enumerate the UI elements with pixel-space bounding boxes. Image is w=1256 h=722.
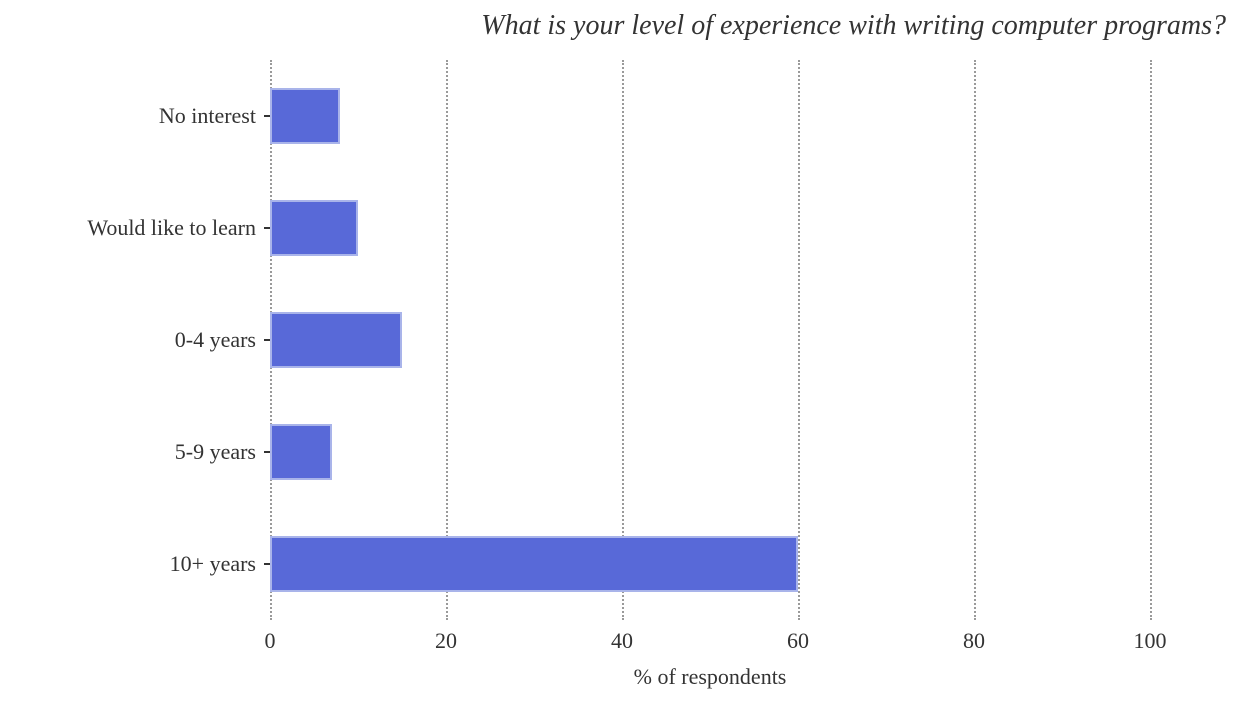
x-axis-title: % of respondents — [634, 664, 787, 690]
y-tick-mark — [264, 115, 270, 117]
bar — [270, 88, 340, 144]
chart-container: What is your level of experience with wr… — [0, 0, 1256, 722]
chart-plot-area: % of respondents 020406080100No interest… — [270, 60, 1150, 620]
y-tick-mark — [264, 339, 270, 341]
y-category-label: 5-9 years — [175, 439, 256, 465]
x-tick-label: 60 — [787, 628, 809, 654]
y-tick-mark — [264, 563, 270, 565]
bar — [270, 536, 798, 592]
y-tick-mark — [264, 227, 270, 229]
bar — [270, 312, 402, 368]
x-gridline — [1150, 60, 1152, 620]
x-tick-label: 80 — [963, 628, 985, 654]
x-tick-label: 40 — [611, 628, 633, 654]
bar-row: 10+ years — [270, 536, 1150, 592]
chart-title: What is your level of experience with wr… — [0, 10, 1226, 42]
y-category-label: 0-4 years — [175, 327, 256, 353]
bar — [270, 200, 358, 256]
y-category-label: 10+ years — [170, 551, 256, 577]
bar-row: 0-4 years — [270, 312, 1150, 368]
y-category-label: Would like to learn — [87, 215, 256, 241]
bar-row: Would like to learn — [270, 200, 1150, 256]
x-tick-label: 0 — [265, 628, 276, 654]
bar-row: 5-9 years — [270, 424, 1150, 480]
bar-row: No interest — [270, 88, 1150, 144]
bar — [270, 424, 332, 480]
y-tick-mark — [264, 451, 270, 453]
x-tick-label: 100 — [1134, 628, 1167, 654]
x-tick-label: 20 — [435, 628, 457, 654]
y-category-label: No interest — [159, 103, 256, 129]
